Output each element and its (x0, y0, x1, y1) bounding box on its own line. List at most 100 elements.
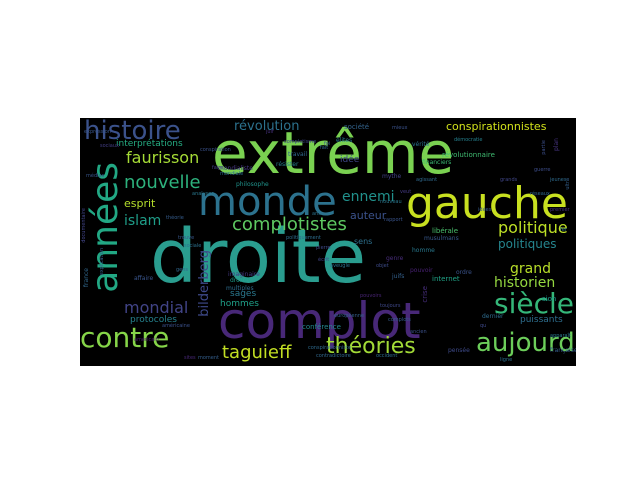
cloud-word: premier (550, 207, 570, 213)
cloud-word: analyses (192, 191, 214, 197)
cloud-word: fait (320, 145, 329, 151)
cloud-word: ultra (565, 178, 571, 190)
cloud-word: explication (99, 248, 105, 276)
cloud-word: musulmans (424, 235, 459, 242)
cloud-word: idées (478, 207, 492, 213)
cloud-word: bilderberg (197, 250, 212, 317)
cloud-word: complotisme (284, 139, 317, 145)
cloud-word: sion (542, 295, 557, 303)
cloud-word: contre (80, 321, 170, 354)
cloud-word: rapport (384, 217, 403, 223)
cloud-word: qu (480, 323, 487, 329)
cloud-word: sociaux (100, 143, 119, 149)
cloud-word: homme (412, 247, 435, 254)
cloud-word: complotistes (232, 214, 347, 235)
cloud-word: conférence (302, 323, 341, 331)
cloud-word: sociale (184, 243, 202, 249)
cloud-word: taguieff (222, 342, 292, 363)
cloud-word: historien (494, 275, 556, 291)
cloud-word: expression (84, 129, 111, 135)
cloud-word: démocratie (454, 137, 483, 143)
cloud-word: complot (218, 292, 421, 350)
cloud-word: théories (326, 334, 416, 359)
cloud-word: gens (176, 267, 189, 273)
cloud-word: interprétations (116, 139, 183, 149)
cloud-word: sites (184, 355, 196, 361)
cloud-word: sens (354, 237, 373, 246)
cloud-word: internet (432, 275, 460, 283)
cloud-word: révolutionnaire (442, 151, 495, 159)
cloud-word: écrit (318, 257, 330, 263)
cloud-word: complots (388, 317, 411, 323)
cloud-word: mondialiste (218, 165, 253, 172)
cloud-word: documentaire (81, 208, 87, 243)
cloud-word: américain (134, 337, 159, 343)
cloud-word: histoire (84, 118, 181, 146)
cloud-word: conspiration (200, 147, 231, 153)
cloud-word: fer (560, 227, 567, 233)
cloud-word: réseaux (530, 191, 550, 197)
cloud-word: politiquement (286, 235, 321, 241)
cloud-word: puissants (520, 315, 563, 325)
cloud-word: mondial (124, 298, 189, 317)
cloud-word: politiques (498, 237, 557, 251)
cloud-word: française (550, 347, 576, 354)
cloud-word: foi (324, 141, 331, 147)
cloud-word: ennemi (342, 189, 395, 205)
cloud-word: imaginaire (228, 271, 260, 278)
cloud-word: aveugle (330, 263, 350, 269)
cloud-word: plan (553, 138, 560, 151)
cloud-word: droite (150, 214, 367, 300)
cloud-word: ordre (456, 269, 472, 276)
cloud-word: politique (498, 218, 568, 237)
cloud-word: moment (198, 355, 220, 361)
cloud-word: faire (212, 165, 224, 171)
cloud-word: mondiale (220, 171, 244, 177)
cloud-word: contradictoire (316, 353, 351, 359)
cloud-word: siècle (494, 287, 574, 320)
cloud-word: hommes (220, 299, 259, 309)
cloud-word: mythe (382, 173, 402, 180)
cloud-word: pouvoir (410, 267, 433, 274)
word-cloud-image: droite extrême complot gauche années monde his… (80, 118, 576, 366)
cloud-word: pensée (448, 347, 470, 354)
cloud-word: occident (376, 353, 398, 359)
cloud-word: objet (376, 263, 389, 269)
cloud-word: idée (340, 155, 360, 165)
cloud-word: élites (336, 137, 353, 144)
cloud-word: financiers (422, 159, 452, 166)
cloud-word: dernier (482, 313, 504, 320)
cloud-word: monde (198, 179, 337, 225)
cloud-word: pouvoirs (360, 293, 382, 299)
cloud-word: ans (312, 211, 321, 217)
cloud-word: conspirationnistes (446, 120, 547, 133)
cloud-word: américaine (162, 323, 190, 329)
cloud-word: société (344, 123, 370, 131)
cloud-word: apparaît (550, 333, 571, 339)
cloud-word: mieux (392, 125, 408, 131)
cloud-word: gauche (406, 178, 568, 229)
cloud-word: juif (266, 129, 274, 135)
cloud-word: européenne (334, 313, 364, 319)
cloud-word: protocoles (130, 315, 177, 325)
cloud-word: genre (386, 255, 404, 262)
cloud-word: agissant (416, 177, 438, 183)
cloud-word: multiples (226, 285, 254, 292)
cloud-word: france (83, 268, 90, 288)
cloud-word: jeunes (550, 177, 567, 183)
cloud-word: grands (500, 177, 518, 183)
cloud-word: libérale (432, 227, 459, 235)
cloud-word: extrême (212, 119, 455, 187)
cloud-word: crise (421, 286, 429, 303)
cloud-word: partie (541, 140, 547, 155)
cloud-word: ancien (410, 329, 427, 335)
cloud-word: toujours (380, 303, 401, 309)
cloud-word: nouveau (380, 199, 402, 205)
cloud-word: veut (400, 189, 412, 195)
cloud-word: sages (230, 289, 257, 299)
cloud-word: nouvelle (124, 172, 201, 193)
cloud-word: vérité (412, 141, 430, 148)
cloud-word: trouve (178, 235, 195, 241)
cloud-word: pierre (316, 245, 331, 251)
cloud-word: philosophe (236, 181, 269, 188)
